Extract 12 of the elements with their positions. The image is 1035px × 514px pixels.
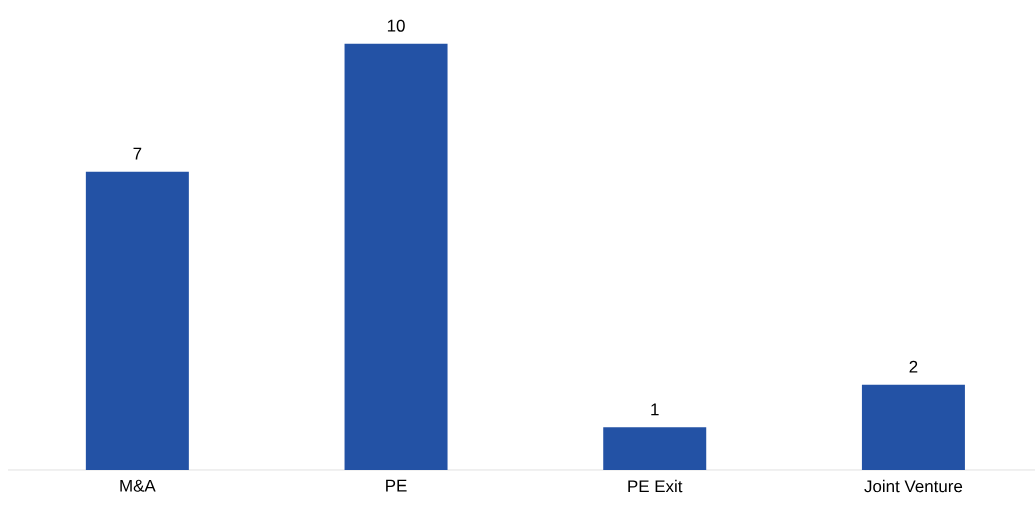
data-label: 1 <box>651 403 659 416</box>
bar <box>861 384 965 470</box>
data-label: 10 <box>387 19 405 32</box>
x-tick-label: Joint Venture <box>864 479 963 493</box>
x-tick-label: PE Exit <box>628 479 683 493</box>
x-tick-label: PE <box>386 479 407 492</box>
bar <box>344 43 448 470</box>
bar <box>603 427 707 470</box>
bar <box>85 171 189 470</box>
data-label: 2 <box>909 360 918 373</box>
x-tick-label: M&A <box>120 479 156 492</box>
data-label: 7 <box>133 147 142 160</box>
